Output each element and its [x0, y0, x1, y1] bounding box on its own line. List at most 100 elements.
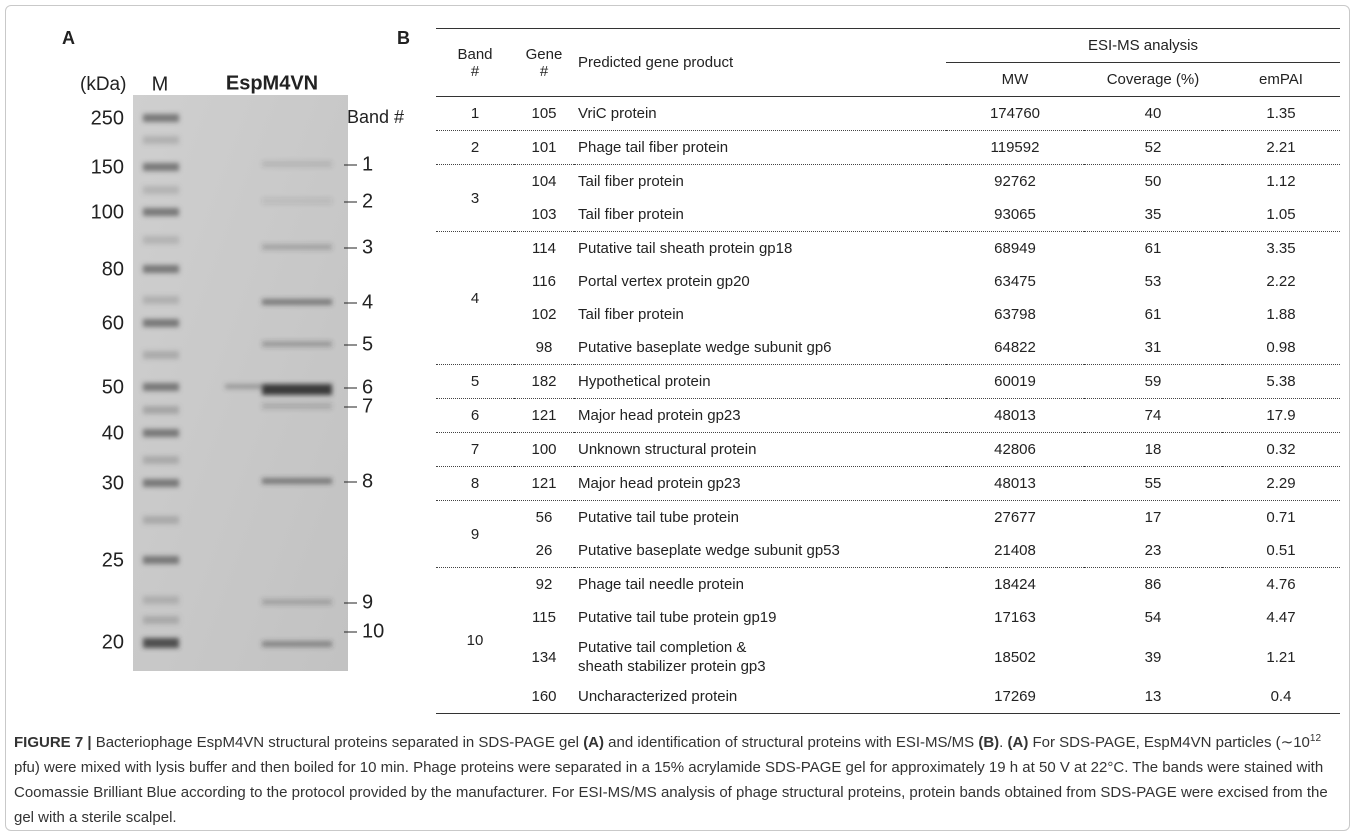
empai-cell: 2.29	[1222, 467, 1340, 501]
mw-cell: 48013	[946, 467, 1084, 501]
band-cell: 8	[436, 467, 514, 501]
gene-cell: 105	[514, 97, 574, 131]
coverage-cell: 31	[1084, 331, 1222, 365]
coverage-cell: 23	[1084, 534, 1222, 568]
marker-label: 20	[102, 631, 124, 653]
marker-band	[143, 265, 179, 273]
gel-panel: (kDa)MEspM4VNBand #250150100806050403025…	[0, 0, 432, 700]
gene-cell: 121	[514, 399, 574, 433]
header-band: Band#	[436, 29, 514, 97]
band-cell: 1	[436, 97, 514, 131]
sample-band	[262, 299, 332, 305]
table-row: 956Putative tail tube protein27677170.71	[436, 501, 1340, 535]
mw-cell: 119592	[946, 131, 1084, 165]
caption-text: and identification of structural protein…	[604, 734, 978, 751]
caption-text: 12	[1310, 733, 1321, 744]
marker-band	[143, 186, 179, 194]
band-label: 9	[362, 591, 373, 613]
mw-cell: 21408	[946, 534, 1084, 568]
marker-band	[143, 479, 179, 487]
band-cell: 7	[436, 433, 514, 467]
mw-cell: 64822	[946, 331, 1084, 365]
gene-cell: 102	[514, 298, 574, 331]
sample-band	[262, 341, 332, 347]
product-cell: Uncharacterized protein	[574, 680, 946, 714]
gene-cell: 100	[514, 433, 574, 467]
caption-text: pfu) were mixed with lysis buffer and th…	[14, 759, 1328, 826]
product-cell: Major head protein gp23	[574, 399, 946, 433]
marker-band	[143, 351, 179, 359]
empai-cell: 5.38	[1222, 365, 1340, 399]
table-row: 1092Phage tail needle protein18424864.76	[436, 568, 1340, 602]
page: A B (kDa)MEspM4VNBand #25015010080605040…	[0, 0, 1357, 837]
empai-cell: 17.9	[1222, 399, 1340, 433]
coverage-cell: 59	[1084, 365, 1222, 399]
table-row: 115Putative tail tube protein gp19171635…	[436, 601, 1340, 634]
caption-text: (A)	[583, 734, 604, 751]
marker-label: 50	[102, 376, 124, 398]
marker-band	[143, 556, 179, 564]
sample-band	[262, 244, 332, 250]
gene-cell: 26	[514, 534, 574, 568]
band-label: 10	[362, 620, 384, 642]
marker-label: 40	[102, 422, 124, 444]
band-cell: 10	[436, 568, 514, 714]
product-cell: Putative baseplate wedge subunit gp53	[574, 534, 946, 568]
sample-band	[225, 384, 265, 389]
coverage-cell: 39	[1084, 634, 1222, 680]
band-label: 8	[362, 470, 373, 492]
coverage-cell: 61	[1084, 232, 1222, 266]
band-cell: 4	[436, 232, 514, 365]
mw-cell: 17163	[946, 601, 1084, 634]
empai-cell: 4.76	[1222, 568, 1340, 602]
coverage-cell: 53	[1084, 265, 1222, 298]
coverage-cell: 52	[1084, 131, 1222, 165]
product-cell: Putative baseplate wedge subunit gp6	[574, 331, 946, 365]
header-esi: ESI-MS analysis	[946, 29, 1340, 63]
product-cell: Unknown structural protein	[574, 433, 946, 467]
coverage-cell: 61	[1084, 298, 1222, 331]
empai-cell: 2.22	[1222, 265, 1340, 298]
header-gene: Gene#	[514, 29, 574, 97]
gene-cell: 103	[514, 198, 574, 232]
marker-band	[143, 383, 179, 391]
product-cell: Putative tail sheath protein gp18	[574, 232, 946, 266]
empai-cell: 0.98	[1222, 331, 1340, 365]
coverage-cell: 40	[1084, 97, 1222, 131]
caption-text: .	[999, 734, 1007, 751]
mw-cell: 18502	[946, 634, 1084, 680]
band-label: 5	[362, 333, 373, 355]
header-empai: emPAI	[1222, 63, 1340, 97]
caption-text: For SDS-PAGE, EspM4VN particles (∼10	[1028, 734, 1310, 751]
empai-cell: 0.71	[1222, 501, 1340, 535]
coverage-cell: 17	[1084, 501, 1222, 535]
sample-band	[262, 478, 332, 484]
mw-cell: 60019	[946, 365, 1084, 399]
sample-band	[262, 198, 332, 204]
sample-band	[262, 641, 332, 647]
coverage-cell: 13	[1084, 680, 1222, 714]
mw-cell: 42806	[946, 433, 1084, 467]
gene-cell: 160	[514, 680, 574, 714]
marker-band	[143, 596, 179, 604]
product-cell: Phage tail needle protein	[574, 568, 946, 602]
caption-text: (B)	[978, 734, 999, 751]
coverage-cell: 18	[1084, 433, 1222, 467]
mw-cell: 68949	[946, 232, 1084, 266]
band-label: 1	[362, 153, 373, 175]
coverage-cell: 74	[1084, 399, 1222, 433]
band-cell: 9	[436, 501, 514, 568]
mw-cell: 174760	[946, 97, 1084, 131]
gene-cell: 182	[514, 365, 574, 399]
marker-band	[143, 296, 179, 304]
product-cell: Putative tail completion &sheath stabili…	[574, 634, 946, 680]
band-label: 3	[362, 236, 373, 258]
mw-cell: 17269	[946, 680, 1084, 714]
marker-band	[143, 114, 179, 122]
